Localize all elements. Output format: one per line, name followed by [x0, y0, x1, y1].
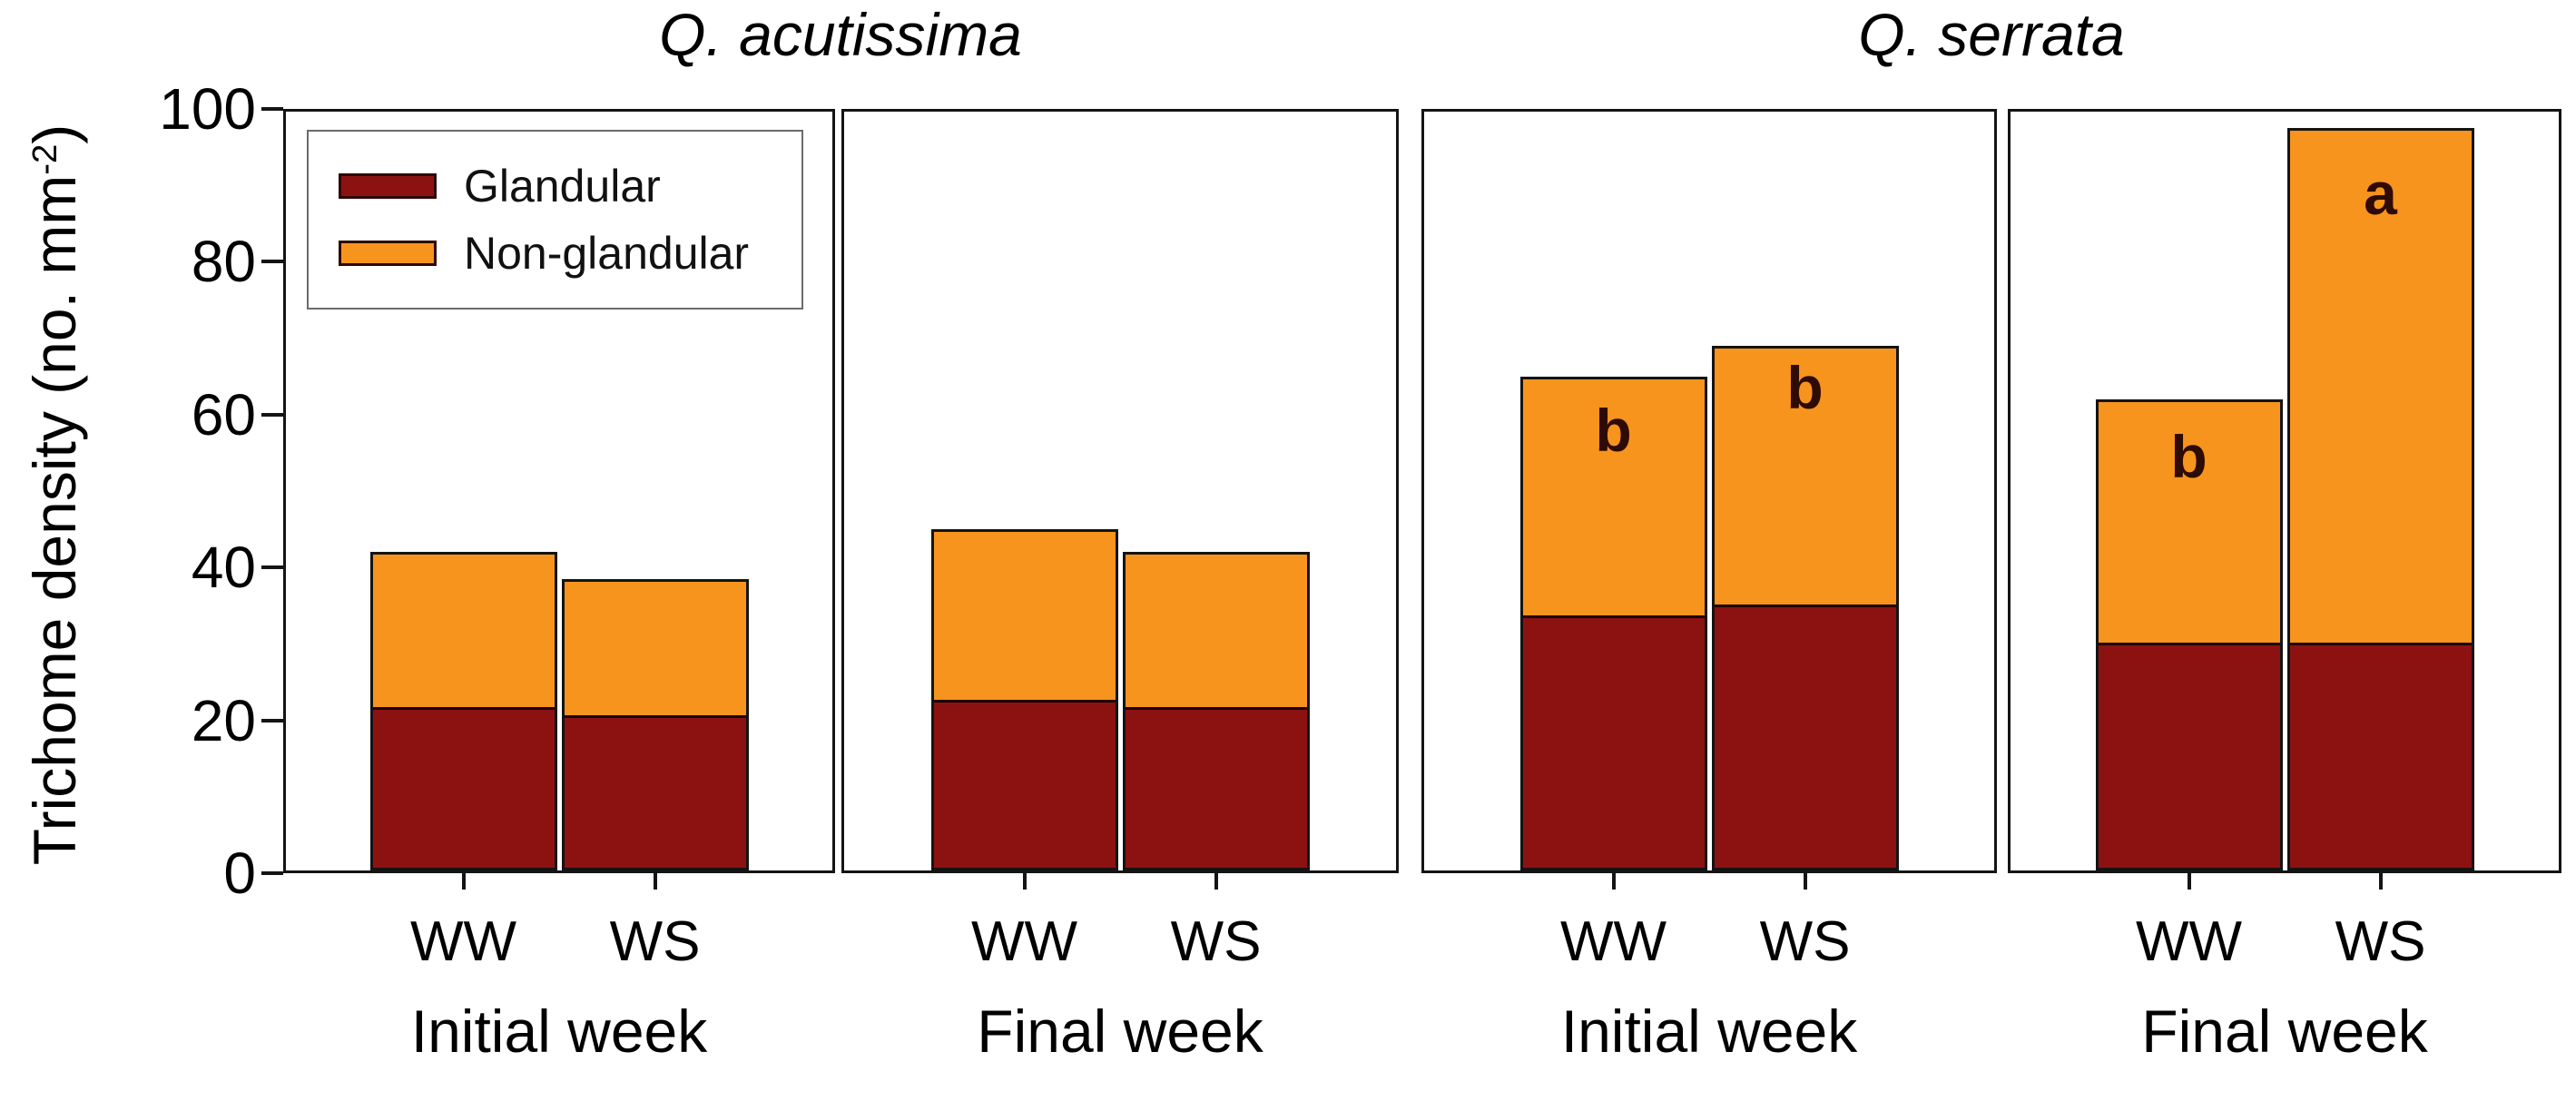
legend: Glandular Non-glandular	[307, 130, 803, 310]
x-axis-tick	[2378, 873, 2383, 890]
glandular-segment	[564, 714, 746, 868]
bar-ww-stack	[369, 552, 557, 870]
y-axis-tick-80	[261, 260, 283, 264]
x-tick-label-ws: WS	[1759, 910, 1851, 973]
significance-letter-b: b	[1595, 396, 1632, 464]
bar-ws-stack	[1122, 552, 1310, 870]
y-axis-label-superscript: -2	[25, 143, 64, 175]
bar-ww-stack	[1519, 376, 1707, 870]
x-tick-label-ws: WS	[2335, 910, 2426, 973]
legend-row-non-glandular: Non-glandular	[339, 227, 801, 280]
panel-box-4	[2008, 109, 2561, 873]
y-axis-tick-0	[261, 871, 283, 875]
glandular-segment	[2289, 642, 2472, 868]
x-axis-tick	[1022, 873, 1027, 890]
y-axis-tick-label-20: 20	[191, 687, 256, 753]
glandular-segment	[1714, 604, 1896, 868]
legend-row-glandular: Glandular	[339, 160, 801, 212]
x-axis-tick	[1803, 873, 1807, 890]
x-tick-label-ww: WW	[970, 910, 1078, 973]
y-axis-tick-100	[261, 107, 283, 111]
y-axis-tick-label-100: 100	[159, 76, 256, 142]
significance-letter-b: b	[1786, 354, 1824, 422]
significance-letter-a: a	[2364, 159, 2397, 227]
x-tick-label-ww: WW	[409, 910, 517, 973]
x-tick-label-ws: WS	[1170, 910, 1262, 973]
panel-title-acutissima: Q. acutissima	[659, 1, 1022, 68]
glandular-segment	[1522, 615, 1705, 868]
group-label-acutissima-initial: Initial week	[410, 998, 708, 1065]
x-axis-tick	[2187, 873, 2191, 890]
y-axis-tick-label-0: 0	[223, 841, 256, 906]
y-axis-tick-20	[261, 718, 283, 723]
group-label-acutissima-final: Final week	[977, 998, 1263, 1065]
glandular-label: Glandular	[464, 161, 661, 211]
glandular-segment	[2098, 642, 2280, 868]
y-axis-label: Trichome density (no. mm-2)	[20, 64, 93, 926]
non-glandular-label: Non-glandular	[464, 228, 750, 279]
x-axis-tick	[461, 873, 466, 890]
non-glandular-swatch	[339, 241, 437, 266]
x-tick-label-ww: WW	[2135, 910, 2243, 973]
y-axis-tick-label-40: 40	[191, 535, 256, 601]
bar-ww-stack	[930, 529, 1118, 870]
panel-box-2	[841, 109, 1399, 873]
y-axis-tick-label-60: 60	[191, 381, 256, 447]
x-axis-tick	[1611, 873, 1616, 890]
panel-box-1	[283, 109, 835, 873]
x-tick-label-ww: WW	[1559, 910, 1667, 973]
glandular-swatch	[339, 173, 437, 199]
y-axis-tick-60	[261, 412, 283, 417]
significance-letter-b: b	[2170, 423, 2207, 491]
bar-ws-stack	[2286, 128, 2474, 870]
x-axis-tick	[653, 873, 657, 890]
bar-ws-stack	[1711, 346, 1899, 870]
x-axis-tick	[1214, 873, 1218, 890]
glandular-segment	[372, 707, 555, 868]
x-tick-label-ws: WS	[609, 910, 701, 973]
group-label-serrata-initial: Initial week	[1560, 998, 1858, 1065]
bar-ww-stack	[2095, 398, 2283, 870]
y-axis-tick-label-80: 80	[191, 229, 256, 295]
glandular-segment	[1125, 707, 1307, 868]
panel-box-3	[1421, 109, 1997, 873]
bar-ws-stack	[561, 578, 749, 870]
glandular-segment	[933, 699, 1116, 868]
y-axis-tick-40	[261, 565, 283, 570]
panel-title-serrata: Q. serrata	[1858, 1, 2125, 68]
group-label-serrata-final: Final week	[2141, 998, 2428, 1065]
